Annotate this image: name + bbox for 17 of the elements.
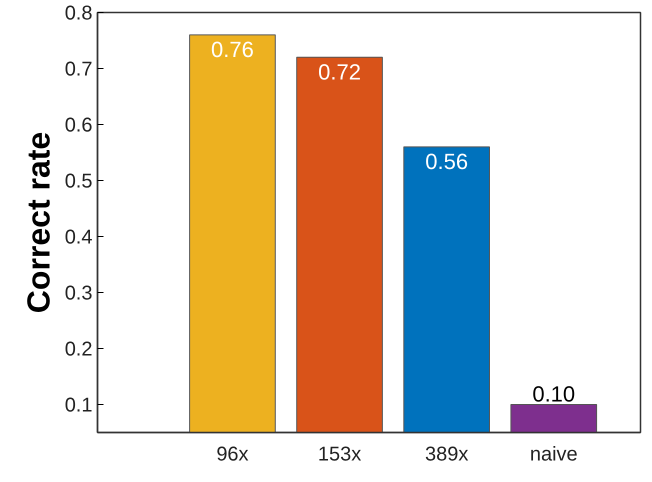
- data-label: 0.10: [532, 382, 576, 406]
- data-label: 0.72: [318, 59, 361, 84]
- x-tick-label: naive: [530, 444, 578, 466]
- y-tick-label: 0.8: [64, 2, 93, 24]
- data-label: 0.76: [211, 36, 254, 62]
- x-tick-label: 96x: [216, 444, 249, 466]
- y-tick-label: 0.1: [64, 394, 93, 416]
- y-tick-label: 0.6: [64, 114, 93, 136]
- data-label: 0.56: [425, 148, 468, 174]
- x-tick-label: 153x: [318, 444, 362, 466]
- y-axis-title: Correct rate: [20, 132, 57, 314]
- y-tick-label: 0.4: [64, 226, 93, 248]
- y-tick-label: 0.2: [64, 338, 93, 360]
- x-tick-label: 389x: [424, 444, 468, 466]
- y-tick-label: 0.5: [64, 170, 93, 192]
- y-tick-label: 0.3: [64, 282, 93, 304]
- y-tick-label: 0.7: [64, 58, 93, 80]
